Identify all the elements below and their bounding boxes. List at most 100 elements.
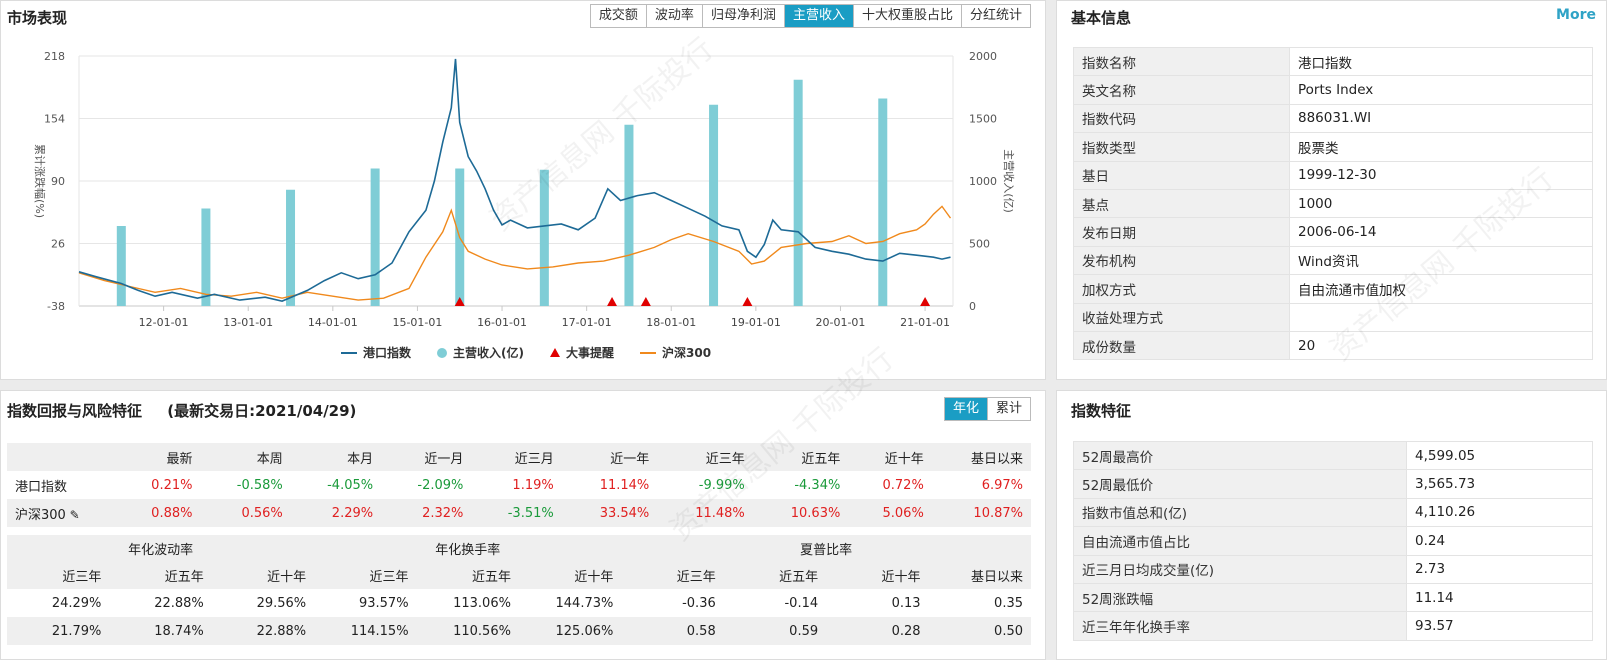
feature-value: 3,565.73 <box>1406 469 1593 499</box>
x-tick: 18-01-01 <box>646 316 696 329</box>
basic-info-table: 指数名称 港口指数 英文名称 Ports Index 指数代码 886031.WI 指数类型… <box>1073 46 1593 361</box>
legend-revenue-dot <box>437 347 448 358</box>
market-title: 市场表现 <box>7 9 68 27</box>
info-value: 1000 <box>1289 188 1593 219</box>
feature-row: 52周最低价 3,565.73 <box>1073 469 1593 499</box>
info-row: 成份数量 20 <box>1073 330 1593 361</box>
feature-row: 自由流通市值占比 0.24 <box>1073 526 1593 556</box>
returns-title-text: 指数回报与风险特征 <box>7 402 143 420</box>
x-tick: 17-01-01 <box>562 316 612 329</box>
return-value: 11.14% <box>599 477 650 493</box>
feature-key: 52周最高价 <box>1073 440 1407 471</box>
tab-volatility[interactable]: 波动率 <box>646 5 703 27</box>
y-tick-left: -38 <box>47 300 65 313</box>
features-table: 52周最高价 4,599.05 52周最低价 3,565.73 指数市值总和(亿) 4,1… <box>1073 440 1593 641</box>
tab-turnover[interactable]: 成交额 <box>590 5 647 27</box>
y-tick-right: 0 <box>969 300 976 313</box>
y-tick-right: 500 <box>969 238 990 251</box>
features-title: 指数特征 <box>1071 402 1132 420</box>
tab-dividend[interactable]: 分红统计 <box>961 5 1030 27</box>
risk-value: 0.13 <box>891 595 921 611</box>
risk-value: 22.88% <box>154 595 204 611</box>
risk-value: 0.58 <box>686 623 716 639</box>
risk-column-header: 近十年 <box>574 570 614 585</box>
returns-panel: 指数回报与风险特征 (最新交易日:2021/04/29) 年化 累计 最新 本周 本… <box>0 390 1046 660</box>
risk-value: 114.15% <box>350 623 409 639</box>
market-tabs: 成交额 波动率 归母净利润 主营收入 十大权重股占比 分红统计 <box>589 4 1031 28</box>
risk-value: 125.06% <box>555 623 614 639</box>
feature-row: 52周涨跌幅 11.14 <box>1073 582 1593 613</box>
feature-key: 近三年年化换手率 <box>1073 611 1407 641</box>
event-marker <box>454 297 465 306</box>
risk-value: 110.56% <box>453 623 511 639</box>
return-value: 0.56% <box>241 505 283 521</box>
risk-value: 24.29% <box>51 595 102 611</box>
risk-group-header: 年化换手率 <box>435 543 501 558</box>
return-value: -3.51% <box>507 505 554 521</box>
column-header: 近一年 <box>610 451 650 467</box>
feature-value: 0.24 <box>1406 526 1593 556</box>
info-key: 指数类型 <box>1073 132 1290 162</box>
row-name: 港口指数 <box>15 479 68 495</box>
info-value: 886031.WI <box>1289 103 1593 134</box>
revenue-bar <box>201 208 211 306</box>
tab-cumulative[interactable]: 累计 <box>987 398 1030 420</box>
info-key: 英文名称 <box>1073 75 1290 105</box>
legend-hs300[interactable]: 沪深300 <box>640 344 711 361</box>
info-row: 发布机构 Wind资讯 <box>1073 245 1593 276</box>
risk-column-header: 近五年 <box>164 570 204 585</box>
return-value: -4.34% <box>794 477 841 493</box>
risk-column-header: 近三年 <box>369 570 409 585</box>
risk-value: 21.79% <box>51 623 102 639</box>
legend-hs300-label: 沪深300 <box>662 346 712 360</box>
revenue-bar <box>793 79 803 306</box>
return-value: 1.19% <box>512 477 554 493</box>
return-value: -2.09% <box>417 477 464 493</box>
info-value: 20 <box>1289 330 1593 361</box>
row-name: 沪深300 ✎ <box>15 507 80 523</box>
legend-port-line <box>341 351 357 354</box>
tab-top10-weight[interactable]: 十大权重股占比 <box>853 5 962 27</box>
risk-header-row: 近三年 近五年 近十年 近三年 近五年 近十年 近三年 近五年 近十年 基日以来 <box>7 562 1031 589</box>
risk-value: 144.73% <box>555 595 614 611</box>
revenue-bar <box>116 226 126 306</box>
revenue-bar <box>878 98 888 306</box>
feature-value: 93.57 <box>1406 611 1593 641</box>
more-link[interactable]: More <box>1556 7 1596 23</box>
legend-revenue[interactable]: 主营收入(亿) <box>437 344 524 361</box>
basic-info-title: 基本信息 <box>1071 9 1132 27</box>
risk-group-header: 年化波动率 <box>128 543 194 558</box>
risk-column-header: 基日以来 <box>970 570 1023 585</box>
revenue-bar <box>539 169 549 306</box>
return-value: 0.88% <box>151 505 193 521</box>
tab-net-profit[interactable]: 归母净利润 <box>702 5 785 27</box>
header-blank <box>7 443 117 471</box>
returns-table: 最新 本周 本月 近一月 近三月 近一年 近三年 近五年 近十年 基日以来 港口指数 0.21% -0.… <box>7 443 1031 527</box>
return-value: 6.97% <box>981 477 1023 493</box>
tab-annualized[interactable]: 年化 <box>944 398 988 420</box>
info-value: 股票类 <box>1289 132 1593 162</box>
risk-group-header: 夏普比率 <box>800 543 853 558</box>
legend-event[interactable]: 大事提醒 <box>550 344 614 361</box>
risk-column-header: 近三年 <box>676 570 716 585</box>
series-line-hs300 <box>78 205 952 301</box>
revenue-bar <box>624 124 634 306</box>
tab-revenue[interactable]: 主营收入 <box>784 5 854 27</box>
return-value: 33.54% <box>599 505 650 521</box>
legend-port[interactable]: 港口指数 <box>341 344 411 361</box>
info-row: 指数名称 港口指数 <box>1073 46 1593 77</box>
returns-title: 指数回报与风险特征 (最新交易日:2021/04/29) <box>7 400 356 421</box>
returns-mode-tabs: 年化 累计 <box>943 397 1031 421</box>
feature-row: 近三月日均成交量(亿) 2.73 <box>1073 554 1593 584</box>
legend-revenue-label: 主营收入(亿) <box>453 346 524 360</box>
edit-icon[interactable]: ✎ <box>65 507 80 522</box>
x-tick: 15-01-01 <box>392 316 442 329</box>
x-tick: 13-01-01 <box>223 316 273 329</box>
info-row: 指数代码 886031.WI <box>1073 103 1593 134</box>
info-row: 英文名称 Ports Index <box>1073 75 1593 105</box>
info-row: 加权方式 自由流通市值加权 <box>1073 274 1593 304</box>
info-key: 基日 <box>1073 160 1290 190</box>
feature-row: 近三年年化换手率 93.57 <box>1073 611 1593 641</box>
returns-header-row: 最新 本周 本月 近一月 近三月 近一年 近三年 近五年 近十年 基日以来 <box>7 443 1031 471</box>
info-value: 港口指数 <box>1289 46 1593 77</box>
